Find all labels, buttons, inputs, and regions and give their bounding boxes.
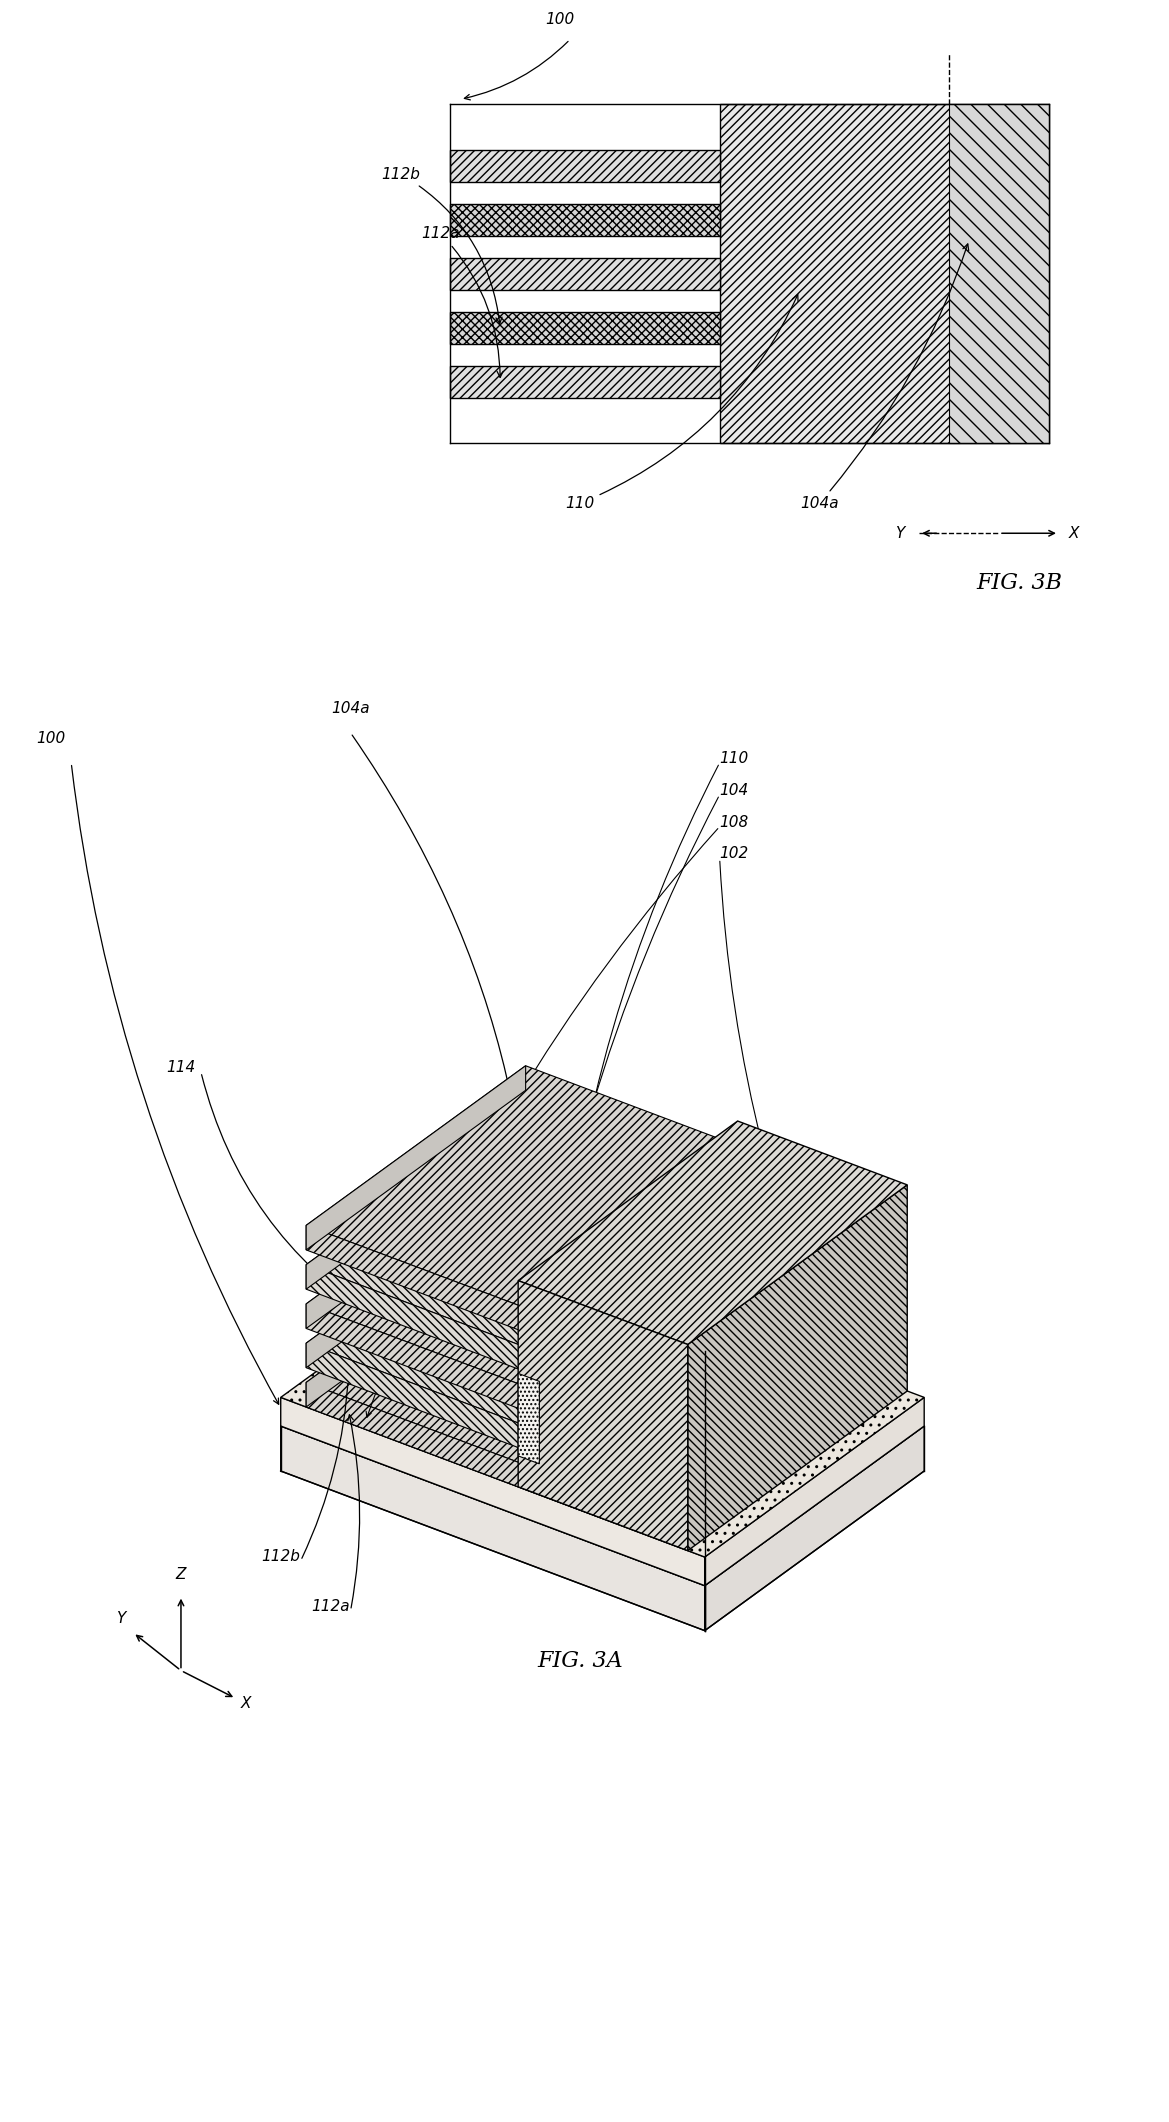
Text: Y: Y	[894, 526, 905, 541]
Polygon shape	[306, 1265, 603, 1401]
Polygon shape	[518, 1282, 687, 1551]
Polygon shape	[687, 1184, 907, 1551]
Polygon shape	[518, 1120, 907, 1345]
Polygon shape	[306, 1106, 526, 1290]
Text: 100: 100	[546, 13, 575, 28]
Text: FIG. 3B: FIG. 3B	[976, 573, 1061, 594]
Text: 100: 100	[36, 730, 65, 745]
Polygon shape	[306, 1303, 603, 1441]
Polygon shape	[306, 1065, 526, 1250]
Polygon shape	[281, 1237, 925, 1558]
Polygon shape	[306, 1381, 603, 1519]
Polygon shape	[518, 1373, 539, 1464]
Text: 112a: 112a	[422, 227, 503, 378]
Polygon shape	[306, 1224, 603, 1362]
Text: Y: Y	[117, 1611, 126, 1625]
Polygon shape	[450, 259, 720, 291]
Polygon shape	[720, 104, 1049, 443]
Text: 112b: 112b	[381, 168, 502, 323]
Text: 110: 110	[720, 751, 749, 766]
Polygon shape	[450, 151, 720, 182]
Polygon shape	[306, 1184, 526, 1369]
Text: 104a: 104a	[331, 700, 369, 715]
Text: 108: 108	[720, 815, 749, 830]
Polygon shape	[306, 1184, 823, 1456]
Polygon shape	[306, 1144, 823, 1415]
Polygon shape	[306, 1144, 526, 1328]
Text: 104a: 104a	[800, 244, 969, 511]
Polygon shape	[306, 1222, 526, 1407]
Text: FIG. 3A: FIG. 3A	[537, 1649, 623, 1672]
Polygon shape	[281, 1426, 705, 1630]
Polygon shape	[705, 1426, 925, 1630]
Polygon shape	[306, 1343, 603, 1479]
Text: 114: 114	[166, 1061, 195, 1076]
Polygon shape	[450, 204, 720, 236]
Text: 102: 102	[720, 847, 749, 862]
Text: 112b: 112b	[262, 1549, 300, 1564]
Polygon shape	[306, 1222, 823, 1494]
Text: 104: 104	[720, 783, 749, 798]
Text: 112a: 112a	[311, 1598, 350, 1613]
Polygon shape	[949, 104, 1049, 443]
Polygon shape	[705, 1398, 925, 1585]
Polygon shape	[306, 1106, 823, 1377]
Text: X: X	[1068, 526, 1079, 541]
Polygon shape	[306, 1065, 823, 1337]
Polygon shape	[450, 365, 720, 397]
Text: X: X	[241, 1695, 251, 1712]
Polygon shape	[281, 1398, 705, 1585]
Polygon shape	[450, 312, 720, 344]
Text: Z: Z	[175, 1566, 186, 1581]
Text: 110: 110	[566, 295, 798, 511]
Polygon shape	[281, 1267, 925, 1585]
